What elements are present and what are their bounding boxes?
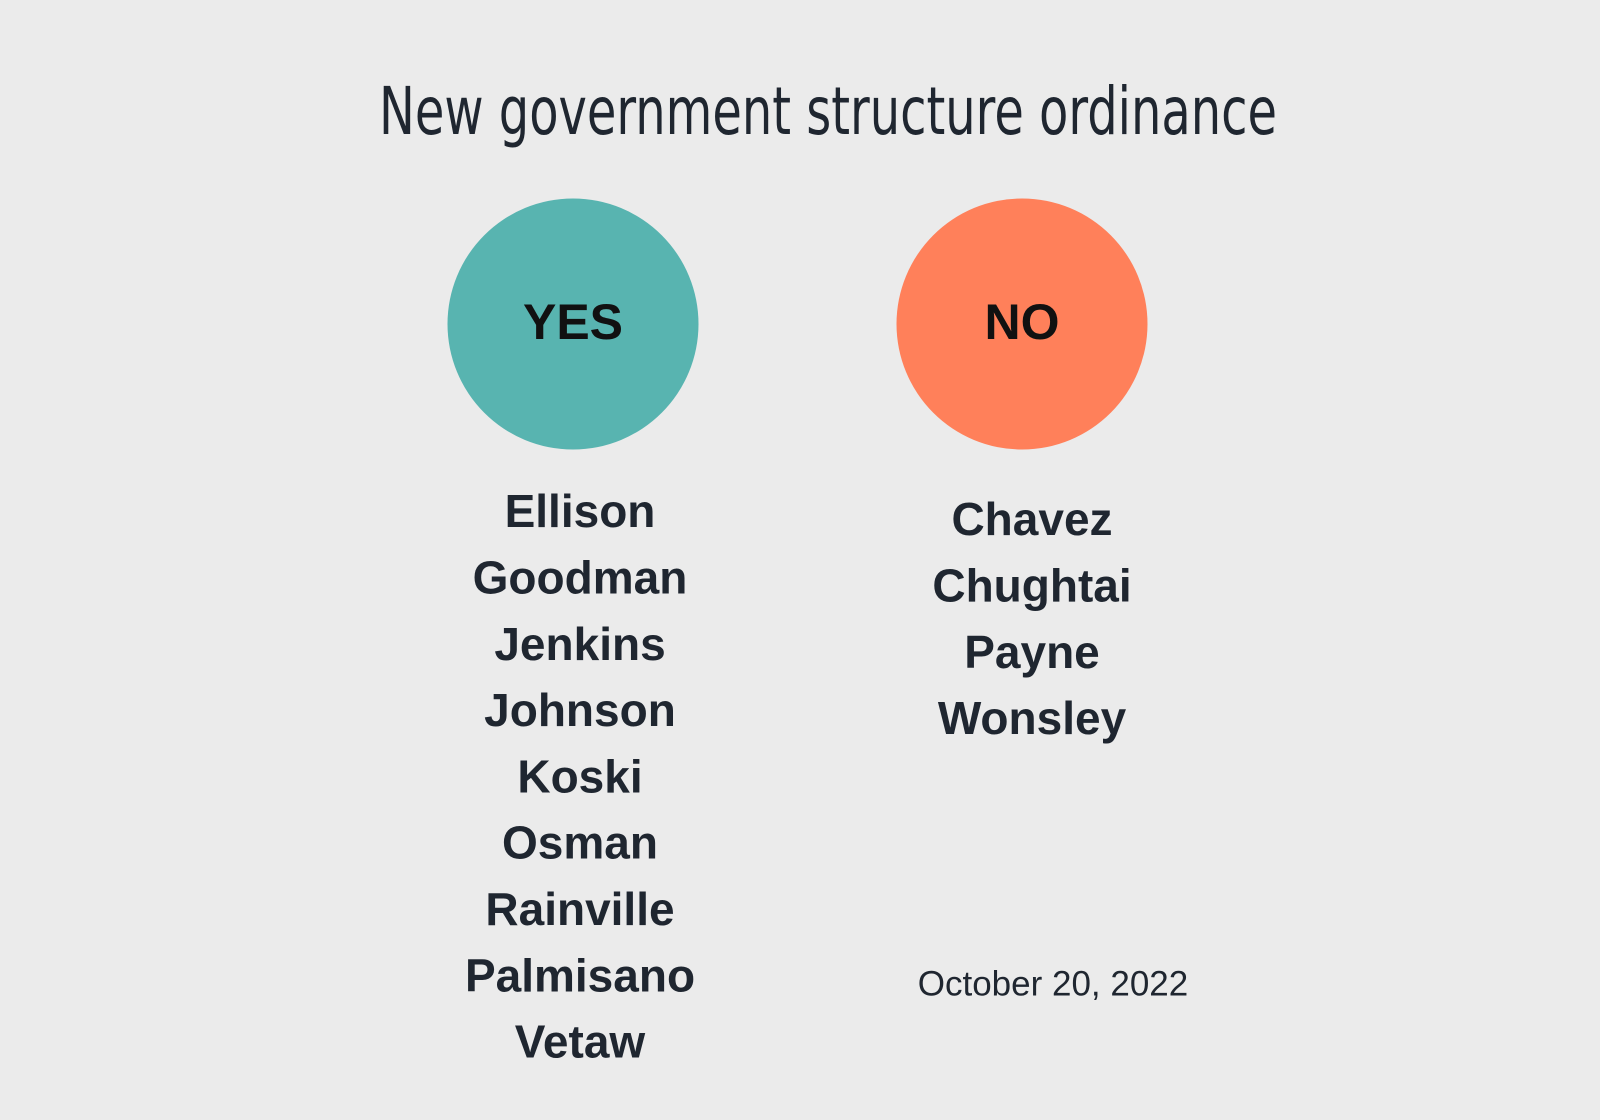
yes-name: Rainville [485,883,674,935]
date: October 20, 2022 [918,964,1188,1003]
no-name: Wonsley [938,692,1127,744]
yes-name: Vetaw [515,1016,646,1068]
no-name: Chavez [951,493,1112,545]
yes-name: Koski [517,750,642,802]
yes-name: Johnson [484,684,676,736]
no-name: Payne [964,626,1100,678]
no-label: NO [985,294,1060,350]
yes-name: Osman [502,817,658,869]
title: New government structure ordinance [379,73,1277,150]
yes-name: Ellison [505,485,656,537]
yes-name: Goodman [473,551,688,603]
yes-circle [447,198,699,450]
yes-label: YES [523,294,623,350]
no-name: Chughtai [932,559,1131,611]
yes-name: Jenkins [494,618,665,670]
yes-name: Palmisano [465,949,695,1001]
no-circle [896,198,1148,450]
